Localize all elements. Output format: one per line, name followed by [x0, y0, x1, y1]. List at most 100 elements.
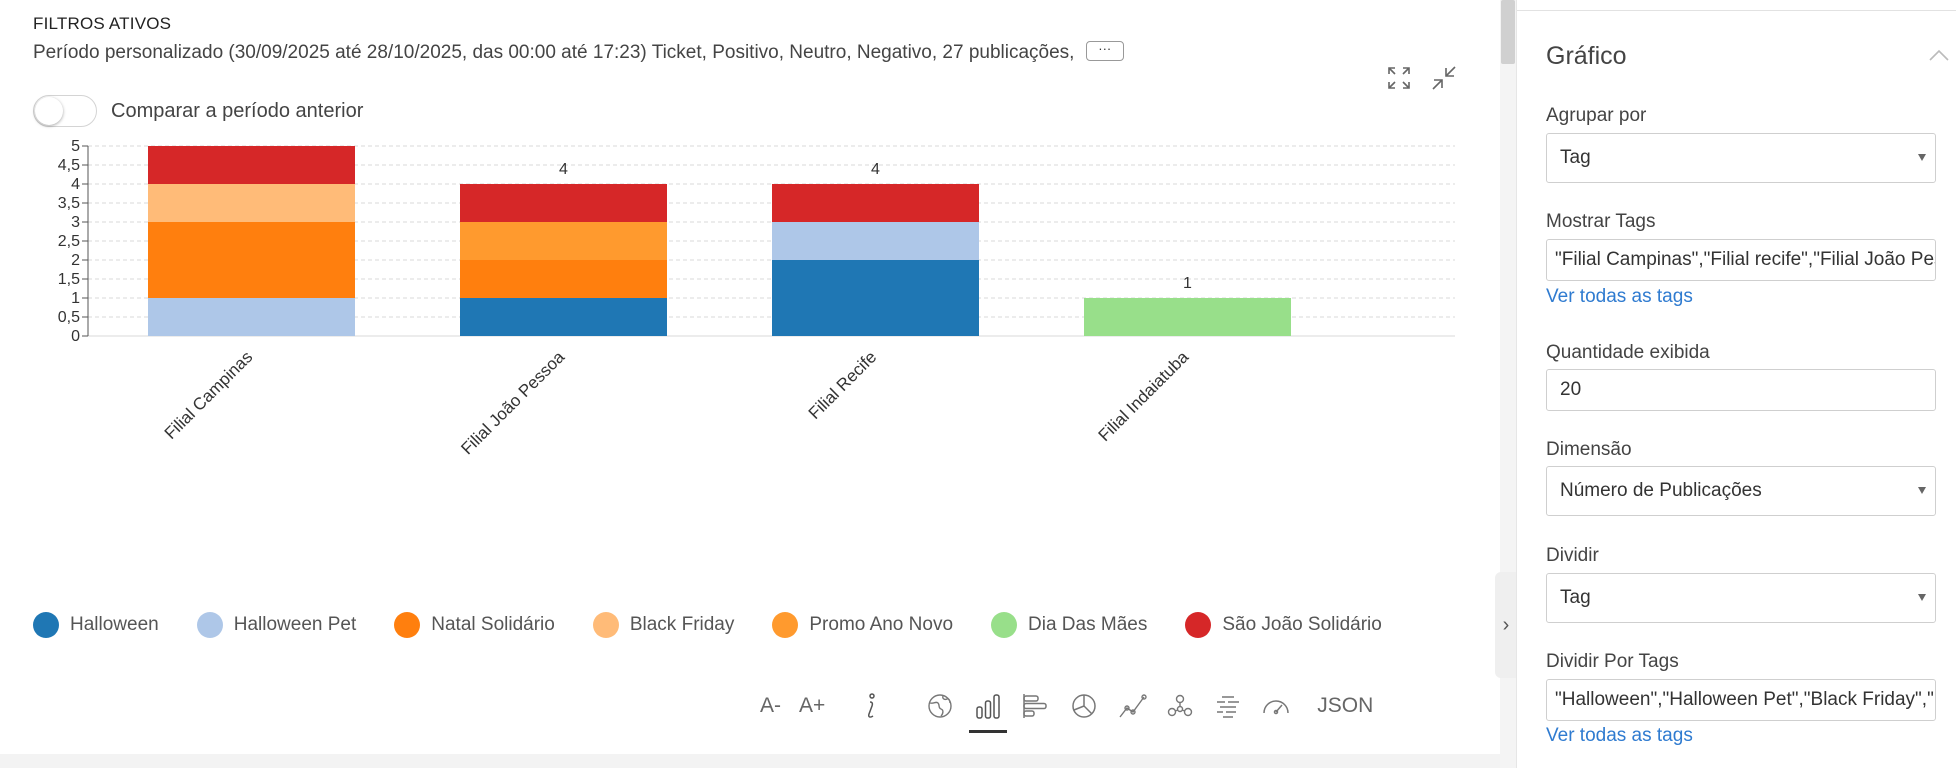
bar-segment[interactable]: [148, 222, 355, 298]
legend-color-dot: [772, 612, 799, 638]
legend-item[interactable]: Natal Solidário: [394, 612, 555, 638]
quantity-value: 20: [1560, 379, 1582, 400]
legend-color-dot: [33, 612, 59, 638]
more-filters-button[interactable]: ···: [1085, 40, 1124, 61]
collapse-icon[interactable]: [1430, 64, 1458, 92]
legend-color-dot: [196, 612, 223, 638]
group-by-label: Agrupar por: [1546, 105, 1647, 126]
group-by-value: Tag: [1560, 147, 1591, 168]
y-tick-label: 3: [71, 214, 80, 231]
legend-color-dot: [1185, 612, 1212, 638]
panel-top-divider: [1517, 10, 1956, 11]
font-increase-button[interactable]: A+: [799, 694, 826, 717]
divide-all-tags-link[interactable]: Ver todas as tags: [1546, 725, 1693, 746]
compare-previous-period: Comparar a período anterior: [33, 95, 363, 127]
quantity-input[interactable]: 20: [1546, 369, 1936, 411]
legend-label: Dia Das Mães: [1028, 614, 1148, 635]
legend-label: Black Friday: [629, 614, 735, 635]
bar-segment[interactable]: [460, 298, 667, 336]
divide-by-tags-label: Dividir Por Tags: [1546, 651, 1679, 672]
divide-label: Dividir: [1546, 545, 1599, 566]
stacked-bar-chart: 00,511,522,533,544,555Filial Campinas4Fi…: [58, 140, 1455, 458]
bar-total-label: 4: [559, 161, 568, 178]
y-tick-label: 0: [71, 328, 80, 345]
panel-toggle-handle[interactable]: ›: [1495, 572, 1517, 678]
word-cloud-icon[interactable]: [1213, 686, 1243, 726]
chart-legend: Halloween Halloween Pet Natal Solidário Bla…: [33, 610, 1420, 640]
legend-item[interactable]: São João Solidário: [1185, 612, 1382, 638]
network-icon[interactable]: [1165, 686, 1195, 726]
bar-segment[interactable]: [460, 260, 667, 298]
bar-segment[interactable]: [1084, 298, 1291, 336]
y-tick-label: 3,5: [58, 195, 80, 212]
active-filters-text: Período personalizado (30/09/2025 até 28…: [33, 42, 1075, 63]
divide-by-tags-value: "Halloween","Halloween Pet","Black Frida…: [1555, 689, 1935, 710]
legend-item[interactable]: Halloween: [33, 612, 159, 638]
bar-segment[interactable]: [772, 260, 979, 336]
y-tick-label: 1: [71, 290, 80, 307]
show-tags-label: Mostrar Tags: [1546, 211, 1656, 232]
show-tags-input[interactable]: "Filial Campinas","Filial recife","Filia…: [1546, 239, 1936, 281]
active-filters-title: FILTROS ATIVOS: [33, 14, 172, 33]
show-all-tags-link[interactable]: Ver todas as tags: [1546, 286, 1693, 307]
y-tick-label: 2: [71, 252, 80, 269]
chevron-up-icon[interactable]: [1928, 48, 1950, 62]
compare-label: Comparar a período anterior: [111, 99, 364, 122]
panel-divider: [1516, 0, 1517, 768]
y-tick-label: 4,5: [58, 157, 80, 174]
y-tick-label: 5: [71, 140, 80, 155]
chart-area: FILTROS ATIVOS Período personalizado (30…: [0, 14, 1500, 768]
chevron-right-icon: ›: [1502, 613, 1510, 636]
dropdown-caret-icon: [1918, 154, 1926, 161]
x-category-label: Filial Indaiatuba: [1095, 347, 1193, 445]
compare-toggle[interactable]: [33, 95, 97, 127]
chart-settings-panel: Gráfico Agrupar por Tag Mostrar Tags "Fi…: [1517, 0, 1956, 768]
divide-value: Tag: [1560, 587, 1591, 608]
show-tags-value: "Filial Campinas","Filial recife","Filia…: [1555, 249, 1935, 270]
legend-label: Halloween: [70, 614, 159, 635]
globe-map-icon[interactable]: [925, 686, 955, 726]
bar-segment[interactable]: [772, 184, 979, 222]
y-tick-label: 4: [71, 176, 80, 193]
dimension-label: Dimensão: [1546, 439, 1632, 460]
expand-icon[interactable]: [1385, 64, 1413, 92]
legend-item[interactable]: Dia Das Mães: [991, 612, 1147, 638]
group-by-select[interactable]: Tag: [1546, 133, 1936, 183]
bar-segment[interactable]: [148, 184, 355, 222]
gauge-icon[interactable]: [1261, 686, 1291, 726]
x-category-label: Filial Recife: [805, 347, 881, 423]
dimension-value: Número de Publicações: [1560, 480, 1762, 501]
y-tick-label: 1,5: [58, 271, 80, 288]
json-button[interactable]: JSON: [1317, 694, 1374, 717]
x-category-label: Filial João Pessoa: [457, 347, 568, 458]
line-chart-icon[interactable]: [1117, 686, 1147, 726]
font-decrease-button[interactable]: A-: [760, 694, 781, 717]
bar-total-label: 4: [871, 161, 880, 178]
divide-by-tags-input[interactable]: "Halloween","Halloween Pet","Black Frida…: [1546, 679, 1936, 721]
legend-label: São João Solidário: [1222, 614, 1382, 635]
legend-label: Promo Ano Novo: [809, 614, 954, 635]
legend-item[interactable]: Promo Ano Novo: [772, 612, 953, 638]
bar-segment[interactable]: [148, 146, 355, 184]
dropdown-caret-icon: [1918, 594, 1926, 601]
legend-color-dot: [394, 612, 421, 638]
bar-chart-icon[interactable]: [969, 686, 1008, 733]
bottom-strip: [0, 754, 1500, 768]
y-tick-label: 0,5: [58, 309, 80, 326]
scrollbar-thumb[interactable]: [1501, 0, 1515, 64]
quantity-label: Quantidade exibida: [1546, 342, 1710, 363]
legend-label: Natal Solidário: [431, 614, 555, 635]
bar-segment[interactable]: [460, 184, 667, 222]
bar-segment[interactable]: [148, 298, 355, 336]
bar-segment[interactable]: [772, 222, 979, 260]
legend-item[interactable]: Halloween Pet: [196, 612, 356, 638]
info-icon[interactable]: [855, 686, 885, 726]
bar-segment[interactable]: [460, 222, 667, 260]
active-filters-description: Período personalizado (30/09/2025 até 28…: [33, 40, 1124, 64]
legend-item[interactable]: Black Friday: [592, 612, 735, 638]
x-category-label: Filial Campinas: [161, 347, 257, 443]
dimension-select[interactable]: Número de Publicações: [1546, 466, 1936, 516]
pie-chart-icon[interactable]: [1069, 686, 1099, 726]
horizontal-bar-icon[interactable]: [1021, 686, 1051, 726]
divide-select[interactable]: Tag: [1546, 573, 1936, 623]
